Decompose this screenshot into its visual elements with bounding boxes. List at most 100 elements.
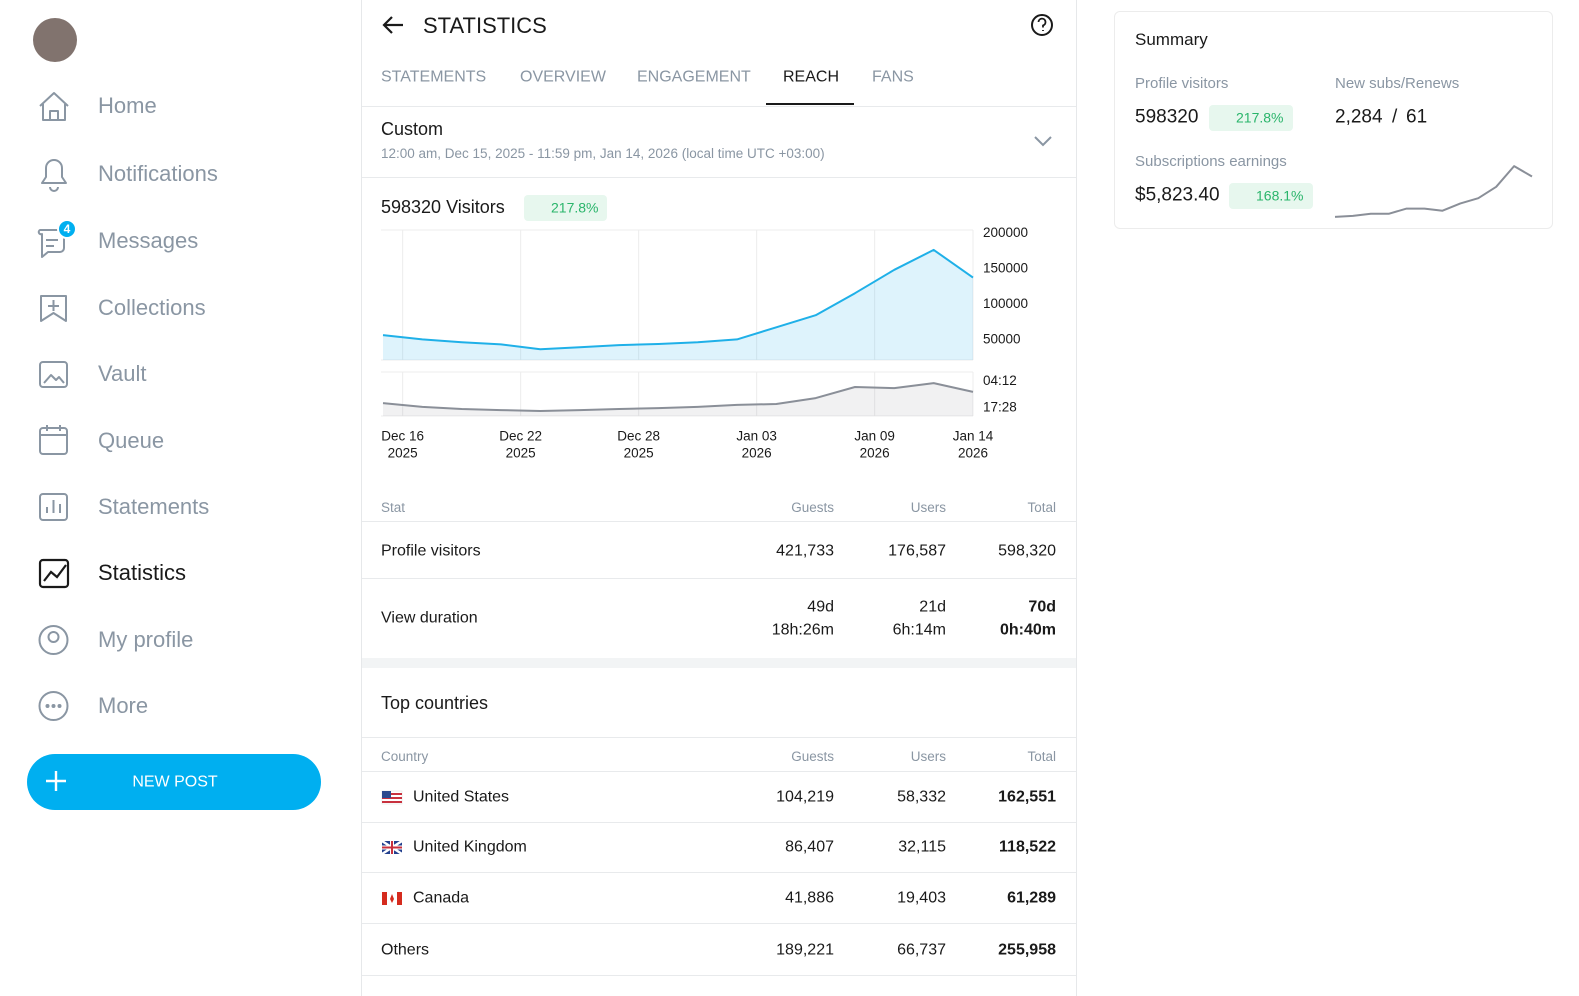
line bbox=[382, 248, 974, 351]
messages-badge: 4 bbox=[63, 221, 71, 236]
summary-sep: / bbox=[1392, 106, 1398, 128]
vault-icon-detail bbox=[43, 374, 65, 384]
main-panel bbox=[361, 0, 1077, 996]
x-tick-label: Dec 28 bbox=[617, 429, 660, 444]
badge-dot bbox=[57, 219, 77, 239]
nav-item[interactable]: Queue bbox=[98, 427, 165, 453]
change-badge-text: 217.8% bbox=[551, 199, 599, 216]
nav-item[interactable]: Vault bbox=[98, 360, 147, 386]
x-tick-year: 2026 bbox=[958, 446, 988, 461]
nav-item[interactable]: Statements bbox=[98, 493, 210, 519]
section-title: Top countries bbox=[381, 693, 489, 714]
tab[interactable]: STATEMENTS bbox=[381, 68, 487, 86]
more-dots bbox=[45, 704, 62, 708]
x-tick-year: 2025 bbox=[624, 446, 654, 461]
change-badge-text: 168.1% bbox=[1256, 187, 1304, 204]
table-cell: 70d bbox=[1028, 598, 1056, 616]
new-post-button[interactable] bbox=[27, 754, 321, 810]
new-post-label: NEW POST bbox=[132, 773, 218, 791]
summary-card bbox=[1114, 11, 1553, 229]
summary-value: $5,823.40 bbox=[1135, 184, 1220, 206]
y-tick-label: 200000 bbox=[983, 225, 1028, 240]
x-tick-label: Jan 14 bbox=[953, 429, 994, 444]
table-header: Stat bbox=[381, 499, 406, 515]
table-cell: 162,551 bbox=[998, 788, 1056, 806]
range-detail: 12:00 am, Dec 15, 2025 - 11:59 pm, Jan 1… bbox=[381, 145, 825, 161]
nav-item[interactable]: Messages bbox=[98, 227, 199, 253]
y-tick-label: 50000 bbox=[983, 332, 1021, 347]
change-badge-text: 217.8% bbox=[1236, 109, 1284, 126]
divider bbox=[362, 822, 1076, 823]
profile-icon-head bbox=[47, 631, 60, 643]
table-cell: 118,522 bbox=[999, 838, 1056, 856]
table-header: Total bbox=[1027, 748, 1056, 764]
tab[interactable]: REACH bbox=[783, 68, 840, 86]
help-icon-mark bbox=[1037, 17, 1047, 31]
nav-item[interactable]: My profile bbox=[98, 626, 194, 652]
x-tick-year: 2026 bbox=[860, 446, 890, 461]
divider bbox=[362, 737, 1076, 738]
nav-icons bbox=[37, 92, 69, 721]
profile-icon bbox=[38, 625, 69, 655]
flag-ca bbox=[382, 892, 402, 905]
table-header: Country bbox=[381, 748, 429, 764]
statements-icon-detail bbox=[46, 500, 61, 513]
table-cell: 421,733 bbox=[776, 542, 834, 560]
help-icon[interactable] bbox=[1031, 14, 1053, 36]
table-cell: 58,332 bbox=[897, 788, 946, 806]
nav-item[interactable]: Notifications bbox=[98, 160, 218, 186]
table-header: Guests bbox=[791, 499, 834, 515]
vault-icon bbox=[39, 361, 68, 388]
y-tick-label: 04:12 bbox=[983, 373, 1017, 388]
x-tick-label: Jan 03 bbox=[736, 429, 777, 444]
nav-item[interactable]: Statistics bbox=[98, 559, 187, 585]
x-tick-year: 2026 bbox=[742, 446, 772, 461]
summary-label: Subscriptions earnings bbox=[1135, 153, 1287, 170]
divider bbox=[362, 771, 1076, 772]
summary-value: 598320 bbox=[1135, 106, 1199, 128]
divider bbox=[362, 975, 1076, 976]
y-tick-label: 17:28 bbox=[983, 400, 1017, 415]
table-cell: 21d bbox=[919, 598, 946, 616]
table-cell: 18h:26m bbox=[771, 621, 834, 639]
chevron[interactable] bbox=[1034, 136, 1052, 147]
table-header: Users bbox=[910, 499, 946, 515]
table-cell: 255,958 bbox=[998, 941, 1056, 959]
table-cell: 189,221 bbox=[776, 941, 834, 959]
section-gap bbox=[362, 658, 1076, 668]
chart-title: 598320 Visitors bbox=[381, 197, 505, 218]
tab[interactable]: OVERVIEW bbox=[520, 68, 606, 86]
divider bbox=[362, 521, 1076, 522]
avatar[interactable] bbox=[33, 18, 77, 62]
active-tab-underline bbox=[766, 103, 854, 105]
y-tick-label: 100000 bbox=[983, 296, 1028, 311]
more-icon bbox=[38, 691, 69, 721]
country-name: Others bbox=[381, 941, 430, 959]
sparkline bbox=[1334, 165, 1533, 218]
table-cell: 41,886 bbox=[785, 889, 834, 907]
tab[interactable]: ENGAGEMENT bbox=[637, 68, 751, 86]
table-header: Users bbox=[910, 748, 946, 764]
table-cell: 19,403 bbox=[897, 889, 946, 907]
x-tick-year: 2025 bbox=[506, 446, 536, 461]
table-cell: 32,115 bbox=[898, 838, 946, 856]
nav-item[interactable]: More bbox=[98, 692, 149, 718]
plus-icon bbox=[46, 771, 66, 791]
summary-value: 2,284 bbox=[1335, 106, 1383, 128]
table-header: Total bbox=[1027, 499, 1056, 515]
flag-uk bbox=[381, 839, 403, 856]
nav-item[interactable]: Home bbox=[98, 92, 157, 118]
x-tick-year: 2025 bbox=[388, 446, 418, 461]
nav-item[interactable]: Collections bbox=[98, 294, 206, 320]
back-arrow[interactable] bbox=[382, 16, 403, 34]
table-cell: 598,320 bbox=[998, 542, 1056, 560]
change-badge bbox=[524, 195, 607, 221]
page-title: STATISTICS bbox=[423, 12, 547, 38]
range-label: Custom bbox=[381, 119, 444, 140]
divider bbox=[362, 106, 1076, 107]
tab[interactable]: FANS bbox=[872, 68, 914, 86]
queue-icon bbox=[39, 427, 68, 455]
